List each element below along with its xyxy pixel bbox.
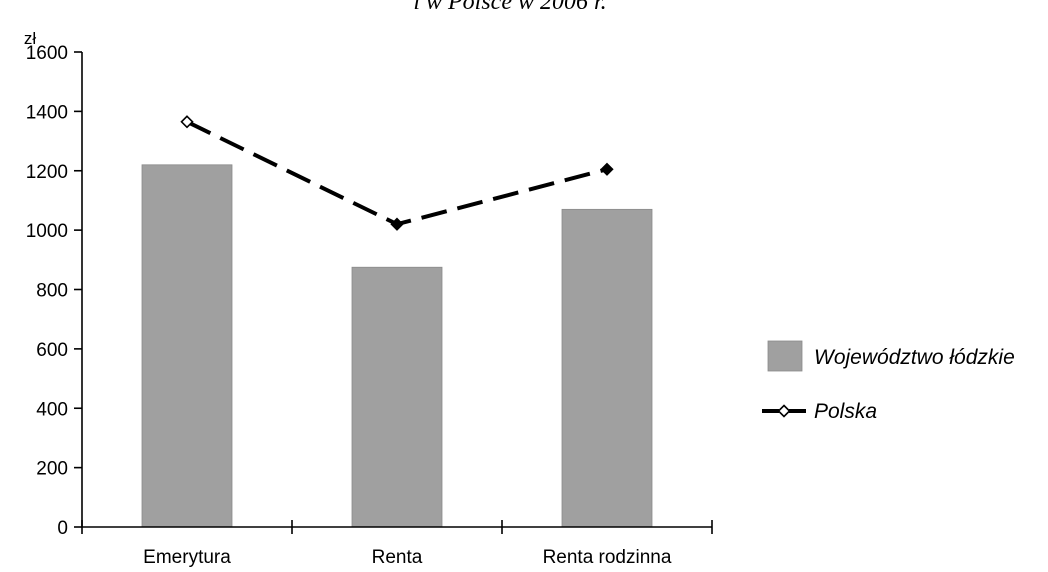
y-tick-label: 1400 [26, 102, 68, 123]
legend-swatch-bar [767, 340, 803, 372]
y-axis-ticks: 0 200 400 600 800 1000 1200 1400 1600 [26, 43, 82, 539]
y-tick-label: 200 [36, 459, 68, 480]
y-tick-label: 1000 [26, 221, 68, 242]
series-line-polska [186, 119, 608, 227]
bar-series [141, 164, 653, 528]
y-tick-label: 400 [36, 399, 68, 420]
y-tick-label: 0 [57, 518, 68, 539]
legend-diamond-marker [777, 404, 791, 418]
legend-label-line: Polska [814, 400, 877, 423]
x-tick-label: Emerytura [143, 547, 231, 568]
line-point [180, 115, 194, 129]
y-axis-unit: zł [24, 29, 37, 48]
y-tick-label: 600 [36, 340, 68, 361]
y-tick-label: 1600 [26, 43, 68, 64]
chart-title: i w Polsce w 2006 r. [413, 0, 606, 15]
bar [351, 266, 443, 528]
y-tick-label: 1200 [26, 162, 68, 183]
bar [141, 164, 233, 528]
line-point [600, 162, 614, 176]
y-tick-label: 800 [36, 281, 68, 302]
x-axis-labels: Emerytura Renta Renta rodzinna [143, 547, 672, 568]
x-tick-label: Renta [372, 547, 423, 568]
legend: Województwo łódzkie Polska [762, 340, 1015, 423]
bar [561, 208, 653, 528]
x-tick-label: Renta rodzinna [543, 547, 672, 568]
line-point [390, 217, 404, 231]
legend-label-bar: Województwo łódzkie [814, 346, 1015, 369]
line-series [180, 115, 614, 231]
